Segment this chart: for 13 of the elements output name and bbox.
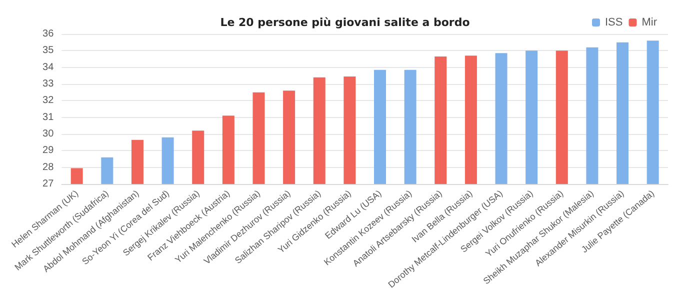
y-tick-label: 31 (42, 112, 54, 123)
y-tick-label: 29 (42, 145, 54, 156)
y-tick-label: 36 (42, 28, 54, 40)
y-tick-label: 30 (42, 128, 54, 140)
y-tick-label: 27 (42, 178, 54, 190)
legend-label: Mir (642, 16, 658, 28)
y-tick-label: 34 (42, 62, 54, 73)
legend-label: ISS (605, 16, 623, 28)
chart-title: Le 20 persone più giovani salite a bordo (220, 16, 470, 29)
y-tick-label: 28 (42, 162, 54, 173)
y-tick-label: 32 (42, 95, 54, 106)
y-tick-label: 35 (42, 45, 54, 56)
y-tick-label: 33 (42, 78, 54, 90)
